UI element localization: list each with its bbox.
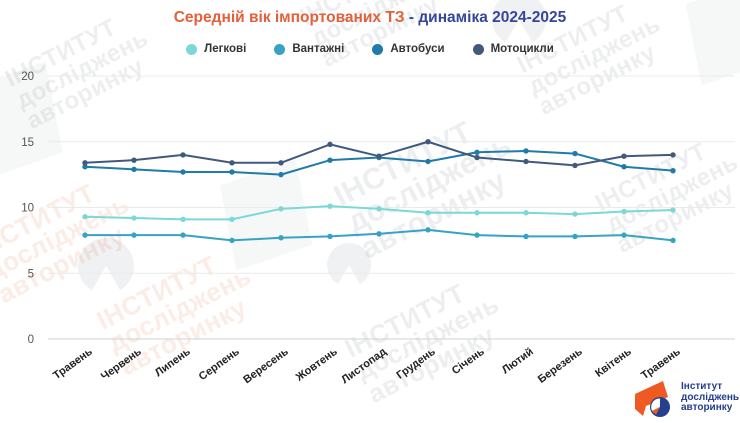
data-point: [278, 171, 284, 178]
y-axis-tick-label: 15: [21, 137, 34, 149]
legend-item-avtobusy[interactable]: Автобуси: [372, 43, 445, 55]
legend-dot-icon: [472, 43, 484, 55]
data-point: [229, 216, 235, 223]
data-point: [82, 232, 88, 238]
brand-logo-text: Інститут досліджень авторинку: [681, 380, 740, 414]
data-point: [131, 157, 137, 163]
data-point: [180, 216, 186, 223]
data-point: [621, 232, 627, 238]
data-point: [180, 169, 186, 175]
x-axis-label: Серпень: [197, 346, 242, 383]
data-point: [82, 164, 88, 170]
x-axis-label: Листопад: [339, 346, 388, 386]
x-axis-label: Травень: [51, 346, 95, 382]
data-point: [523, 148, 529, 154]
data-point: [621, 164, 627, 170]
y-axis-tick-label: 10: [21, 203, 34, 215]
legend-item-vantazhni[interactable]: Вантажні: [274, 43, 344, 55]
data-point: [229, 160, 235, 166]
data-point: [572, 162, 578, 169]
legend-label: Автобуси: [390, 43, 445, 55]
x-axis-label: Квітень: [593, 346, 634, 380]
data-point: [180, 152, 186, 158]
data-point: [327, 203, 333, 209]
data-point: [572, 233, 578, 240]
legend-label: Вантажні: [292, 43, 345, 55]
data-point: [278, 235, 284, 241]
legend-dot-icon: [372, 43, 384, 55]
data-point: [82, 214, 88, 220]
data-point: [82, 160, 88, 166]
data-point: [572, 211, 578, 217]
chart-title: Середній вік імпортованих ТЗ - динаміка …: [0, 9, 740, 27]
data-point: [376, 206, 382, 212]
data-point: [474, 210, 480, 216]
data-point: [229, 169, 235, 175]
data-point: [474, 154, 480, 161]
legend-item-motocykly[interactable]: Мотоцикли: [472, 43, 554, 55]
x-axis-label: Грудень: [395, 346, 438, 382]
data-point: [327, 233, 333, 240]
data-point: [621, 153, 627, 159]
data-point: [278, 206, 284, 212]
data-point: [670, 237, 676, 244]
chart-title-sub: - динаміка 2024-2025: [404, 9, 567, 26]
data-point: [474, 232, 480, 238]
data-point: [523, 158, 529, 165]
legend-label: Мотоцикли: [490, 43, 554, 55]
chart-legend: Легкові Вантажні Автобуси Мотоцикли: [0, 43, 740, 55]
data-point: [278, 160, 284, 166]
data-point: [621, 208, 627, 215]
data-point: [229, 237, 235, 244]
data-point: [425, 210, 431, 216]
data-point: [327, 157, 333, 163]
data-point: [425, 227, 431, 233]
data-point: [474, 149, 480, 155]
data-point: [523, 210, 529, 216]
data-point: [131, 215, 137, 221]
data-point: [425, 158, 431, 165]
x-axis-label: Червень: [99, 346, 144, 383]
x-axis-label: Жовтень: [293, 346, 340, 385]
x-axis-label: Липень: [153, 346, 193, 380]
chart-title-main: Середній вік імпортованих ТЗ: [173, 9, 405, 26]
data-point: [131, 232, 137, 238]
x-axis-label: Березень: [536, 346, 585, 386]
x-axis-label: Січень: [450, 346, 487, 378]
data-point: [376, 231, 382, 237]
data-point: [425, 139, 431, 145]
data-point: [376, 153, 382, 159]
data-point: [670, 207, 676, 213]
data-point: [131, 166, 137, 173]
brand-logo: Інститут досліджень авторинку: [634, 377, 739, 419]
data-point: [572, 150, 578, 157]
brand-logo-icon: [635, 381, 670, 417]
data-point: [670, 167, 676, 174]
data-point: [670, 152, 676, 158]
legend-label: Легкові: [204, 43, 247, 55]
data-point: [523, 233, 529, 240]
data-point: [327, 141, 333, 148]
legend-dot-icon: [186, 43, 198, 55]
y-axis-tick-label: 20: [21, 71, 34, 83]
data-point: [180, 232, 186, 238]
x-axis-label: Лютий: [500, 346, 536, 377]
x-axis-label: Вересень: [241, 346, 291, 387]
legend-dot-icon: [274, 43, 286, 55]
legend-item-legkovi[interactable]: Легкові: [186, 43, 246, 55]
y-axis-tick-label: 0: [28, 334, 34, 346]
y-axis-tick-label: 5: [28, 268, 34, 280]
